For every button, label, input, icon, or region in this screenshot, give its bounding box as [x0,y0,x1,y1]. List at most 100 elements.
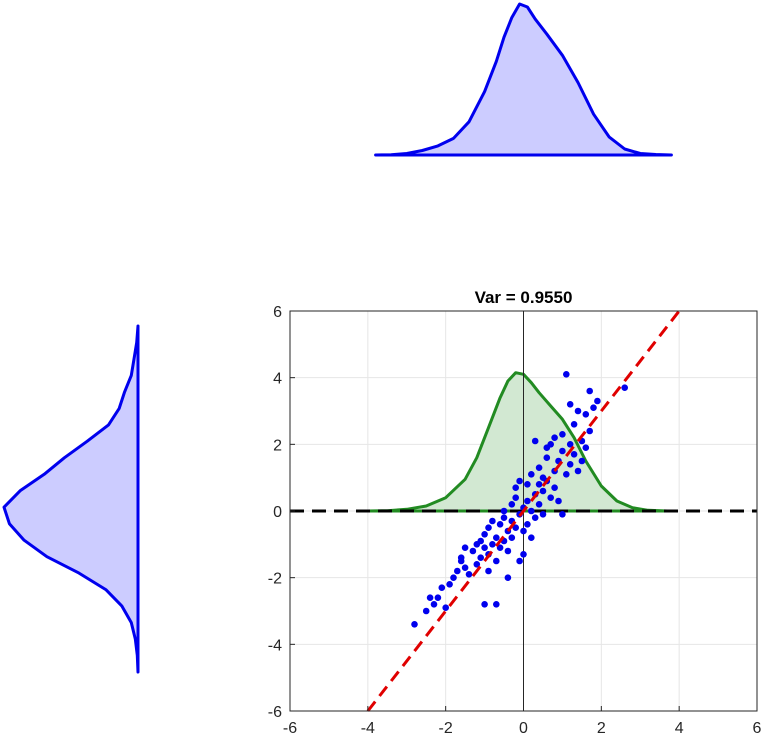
scatter-point [574,407,582,415]
scatter-point [524,481,531,488]
scatter-point [485,567,492,575]
y-tick-label: -6 [268,704,282,721]
left-density-curve [2,324,140,674]
scatter-point [422,607,430,615]
reference-line [366,310,681,712]
scatter-point [504,574,512,581]
scatter-point [512,524,519,531]
scatter-point [438,584,446,591]
y-tick-label: -4 [268,637,282,654]
scatter-point [496,521,504,528]
scatter-point [516,477,523,485]
left-marginal-plot [2,324,140,674]
scatter-point [566,401,574,408]
y-tick-label: 2 [273,437,282,454]
scatter-point [531,514,539,521]
top-marginal-plot [374,2,673,157]
scatter-point [493,534,500,541]
scatter-point [465,571,473,578]
scatter-point [539,511,547,518]
scatter-point [551,484,558,492]
scatter-point [442,604,450,611]
scatter-point [570,451,578,458]
x-tick-label: 4 [675,720,684,737]
scatter-point [450,574,457,581]
scatter-point [539,474,547,482]
scatter-point [426,594,434,601]
scatter-point [555,497,562,505]
scatter-point [500,514,508,521]
chart-title: Var = 0.9550 [475,288,573,307]
scatter-point [590,404,597,412]
x-tick-label: -2 [439,720,453,737]
scatter-point [496,544,504,551]
scatter-point [535,481,543,488]
scatter-point [621,384,628,392]
scatter-point [430,601,438,608]
scatter-point [504,547,512,555]
scatter-point [570,421,578,428]
scatter-point [434,594,442,601]
x-tick-labels: -6 -4 -2 0 2 4 6 [283,706,762,737]
scatter-point [559,431,566,438]
main-scatter-plot: -6 -4 -2 0 2 4 6 6 4 2 0 -2 -4 -6 Var = 0.9550 [268,288,762,737]
scatter-point [586,387,593,395]
scatter-point [539,487,547,495]
scatter-point [524,521,531,528]
scatter-point [574,467,582,475]
scatter-point [512,494,519,502]
scatter-point [535,501,543,508]
scatter-point [493,601,500,608]
scatter-point [461,544,469,551]
scatter-point [454,567,461,575]
scatter-point [543,444,551,452]
scatter-point [469,547,477,555]
scatter-point [512,484,519,492]
scatter-point [481,601,488,608]
scatter-point [528,507,535,515]
scatter-point [489,541,496,548]
x-tick-label: 6 [753,720,762,737]
scatter-point [446,581,453,588]
scatter-point [582,411,590,418]
scatter-point [481,531,488,538]
x-tick-label: 0 [519,720,528,737]
scatter-point [563,371,570,378]
scatter-point [500,507,508,515]
scatter-point [477,554,485,561]
scatter-point [461,564,469,571]
scatter-point [473,561,481,568]
scatter-point [508,534,516,541]
scatter-point [566,441,574,448]
y-tick-labels: 6 4 2 0 -2 -4 -6 [268,304,295,721]
density-overlay-curve [366,371,669,513]
scatter-point [586,427,593,435]
scatter-point [566,461,574,468]
scatter-point [531,437,539,445]
y-tick-label: 0 [273,504,282,521]
scatter-point [524,497,531,505]
scatter-point [559,511,566,518]
scatter-point [477,537,485,545]
scatter-point [528,534,535,541]
scatter-point [582,444,590,452]
scatter-point [520,527,527,535]
scatter-point [481,544,488,551]
scatter-point [489,517,496,525]
scatter-point [457,557,465,565]
scatter-point [520,551,527,558]
scatter-point [508,501,516,508]
scatter-point [516,557,523,565]
scatter-point [559,447,566,455]
y-tick-label: -2 [268,571,282,588]
top-density-curve [374,2,673,157]
scatter-point [563,471,570,478]
y-tick-label: 4 [273,371,282,388]
scatter-point [543,454,551,462]
scatter-point [528,471,535,478]
scatter-point [411,621,418,628]
scatter-point [535,464,543,472]
scatter-point [547,494,554,502]
scatter-point [578,457,586,465]
